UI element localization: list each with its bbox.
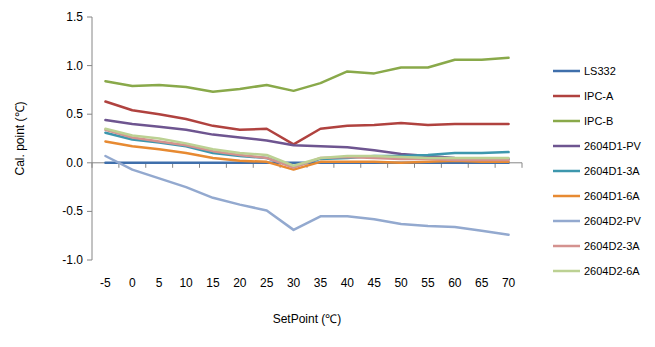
legend-label: 2604D2-PV (584, 215, 642, 227)
y-axis (92, 17, 93, 260)
series-line (105, 141, 508, 169)
legend-swatch (553, 95, 580, 98)
x-tick (92, 163, 93, 168)
x-tick-label: 50 (394, 276, 408, 290)
x-tick-label: 30 (287, 276, 301, 290)
y-tick-label: 0.5 (66, 107, 83, 121)
x-tick-label: 45 (368, 276, 382, 290)
legend-swatch (553, 220, 580, 223)
x-tick-label: 5 (156, 276, 163, 290)
legend: LS332 IPC-A IPC-B 2604D1-PV 2604D1-3A 2604D1-… (553, 65, 642, 277)
chart: -1.0 -0.5 0.0 0.5 1.0 1.5 -5 0 5 10 15 20 25 30 35 40 45… (0, 0, 655, 347)
legend-label: IPC-A (584, 90, 614, 102)
y-tick (87, 162, 92, 163)
legend-swatch (553, 70, 580, 73)
legend-label: 2604D1-PV (584, 140, 642, 152)
y-tick (87, 114, 92, 115)
y-tick (87, 17, 92, 18)
y-tick (87, 65, 92, 66)
legend-swatch (553, 245, 580, 248)
x-tick-label: 65 (475, 276, 489, 290)
series-line (105, 129, 508, 166)
x-tick-label: 60 (448, 276, 462, 290)
x-tick-label: 25 (260, 276, 274, 290)
x-tick-label: 20 (233, 276, 247, 290)
y-tick-label: 0.0 (66, 156, 83, 170)
legend-label: 2604D1-3A (584, 165, 640, 177)
legend-label: 2604D2-6A (584, 265, 640, 277)
x-tick-label: 55 (421, 276, 435, 290)
y-tick-label: -0.5 (62, 204, 83, 218)
series-line (105, 58, 508, 92)
x-tick-label: 70 (502, 276, 516, 290)
y-tick-label: 1.0 (66, 59, 83, 73)
x-axis-title: SetPoint (℃) (273, 312, 342, 326)
y-axis-title: Cal. point (℃) (13, 101, 27, 175)
legend-swatch (553, 195, 580, 198)
x-tick-label: -5 (100, 276, 111, 290)
x-tick-label: 10 (179, 276, 193, 290)
series-line (105, 102, 508, 145)
y-tick (87, 260, 92, 261)
legend-swatch (553, 120, 580, 123)
x-tick-label: 15 (206, 276, 220, 290)
legend-swatch (553, 270, 580, 273)
x-tick-label: 0 (129, 276, 136, 290)
x-tick (522, 163, 523, 168)
y-tick-label: 1.5 (66, 10, 83, 24)
y-tick (87, 211, 92, 212)
legend-label: 2604D2-3A (584, 240, 640, 252)
y-tick-label: -1.0 (62, 253, 83, 267)
legend-label: LS332 (584, 65, 616, 77)
x-tick-label: 40 (341, 276, 355, 290)
legend-swatch (553, 145, 580, 148)
series-line (105, 156, 508, 235)
series-line (105, 130, 508, 168)
legend-swatch (553, 170, 580, 173)
legend-label: IPC-B (584, 115, 613, 127)
legend-label: 2604D1-6A (584, 190, 640, 202)
x-tick-label: 35 (314, 276, 328, 290)
plot-lines (105, 58, 508, 235)
